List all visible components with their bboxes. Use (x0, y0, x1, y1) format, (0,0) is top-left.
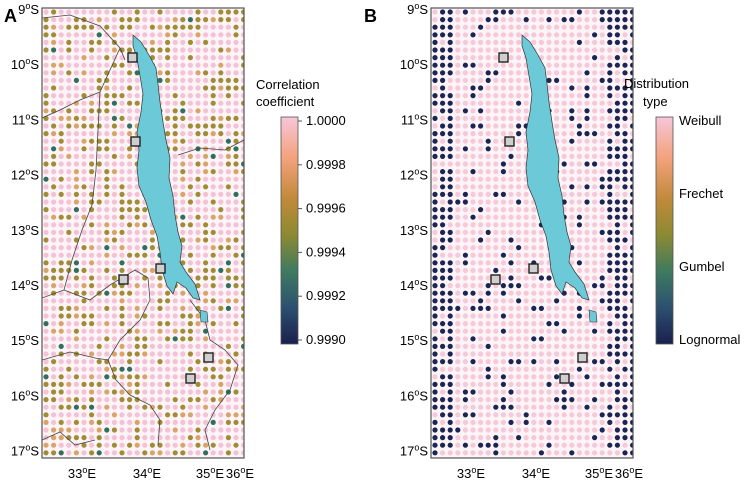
coordinate-label: 36oE (615, 465, 643, 481)
coordinate-label: 11oS (12, 111, 40, 127)
coordinate-label: 10oS (11, 56, 39, 72)
station-marker-icon (528, 263, 539, 274)
coordinate-label: 17oS (11, 443, 39, 459)
coordinate-label: 35oE (585, 465, 613, 481)
colorbar-tick-label: 0.9996 (306, 201, 346, 216)
station-markers (490, 52, 588, 384)
station-marker-icon (498, 52, 509, 63)
coordinate-label: 15oS (11, 332, 39, 348)
station-marker-icon (118, 274, 129, 285)
longitude-labels: 33oE 34oE 35oE 36oE (457, 465, 643, 481)
colorbar-title-line1: Correlation (256, 77, 320, 92)
coordinate-label: 33oE (457, 465, 485, 481)
coordinate-label: 17oS (400, 443, 428, 459)
coordinate-label: 13oS (11, 222, 39, 238)
map-frame (41, 7, 245, 459)
station-marker-icon (127, 52, 138, 63)
colorbar-title-line2: coefficient (256, 94, 315, 109)
grid-points (43, 9, 244, 458)
station-marker-icon (504, 136, 515, 147)
colorbar-title-line1: Distribution (624, 76, 689, 91)
latitude-labels: 9oS 10oS 11oS 12oS 13oS 14oS 15oS 16oS 17oS (400, 1, 428, 459)
colorbar (280, 116, 299, 345)
coordinate-label: 14oS (11, 277, 39, 293)
colorbar-tick-label: Lognormal (679, 332, 741, 347)
longitude-labels: 33oE 34oE 35oE 36oE (68, 465, 254, 481)
coordinate-label: 34oE (522, 465, 550, 481)
coordinate-label: 12oS (11, 167, 39, 183)
station-marker-icon (155, 263, 166, 274)
coordinate-label: 16oS (11, 387, 39, 403)
coordinate-label: 15oS (400, 332, 428, 348)
coordinate-label: 9oS (407, 1, 428, 17)
coordinate-label: 11oS (401, 111, 429, 127)
colorbar-tick-label: Weibull (679, 113, 722, 128)
colorbar-tick-label: 0.9994 (306, 244, 346, 259)
panel-a: A 9oS 10oS 11oS 12oS 13oS 14oS 15oS 16oS 17oS 33… (4, 1, 346, 481)
colorbar-tick-label: 0.9992 (306, 288, 346, 303)
station-marker-icon (130, 136, 141, 147)
colorbar (655, 116, 674, 345)
map-frame (430, 7, 634, 459)
coordinate-label: 36oE (226, 465, 254, 481)
coordinate-label: 34oE (133, 465, 161, 481)
colorbar-tick-label: Gumbel (679, 259, 725, 274)
colorbar-ticks: 1.0000 0.9998 0.9996 0.9994 0.9992 0.9990 (298, 113, 346, 347)
colorbar-tick-label: 0.9998 (306, 157, 346, 172)
lake-malombe (588, 309, 598, 323)
panel-letter: B (364, 6, 377, 26)
coordinate-label: 13oS (400, 222, 428, 238)
station-markers (118, 52, 214, 384)
grid-points (432, 9, 633, 458)
coordinate-label: 16oS (400, 387, 428, 403)
latitude-labels: 9oS 10oS 11oS 12oS 13oS 14oS 15oS 16oS 17oS (11, 1, 39, 459)
coordinate-label: 9oS (18, 1, 39, 17)
colorbar-tick-label: 0.9990 (306, 332, 346, 347)
lake-malawi (132, 34, 201, 301)
coordinate-label: 33oE (68, 465, 96, 481)
station-marker-icon (203, 352, 214, 363)
coordinate-label: 12oS (400, 167, 428, 183)
lake-malawi (521, 34, 590, 301)
coordinate-label: 35oE (196, 465, 224, 481)
country-borders (42, 14, 244, 451)
colorbar-ticks: Weibull Frechet Gumbel Lognormal (679, 113, 741, 347)
station-marker-icon (559, 373, 570, 384)
station-marker-icon (185, 373, 196, 384)
panel-letter: A (4, 6, 17, 26)
colorbar-tick-label: 1.0000 (306, 113, 346, 128)
coordinate-label: 14oS (400, 277, 428, 293)
station-marker-icon (577, 352, 588, 363)
station-marker-icon (490, 274, 501, 285)
lake-malombe (199, 309, 209, 323)
coordinate-label: 10oS (400, 56, 428, 72)
colorbar-tick-label: Frechet (679, 186, 723, 201)
colorbar-title-line2: type (643, 94, 668, 109)
